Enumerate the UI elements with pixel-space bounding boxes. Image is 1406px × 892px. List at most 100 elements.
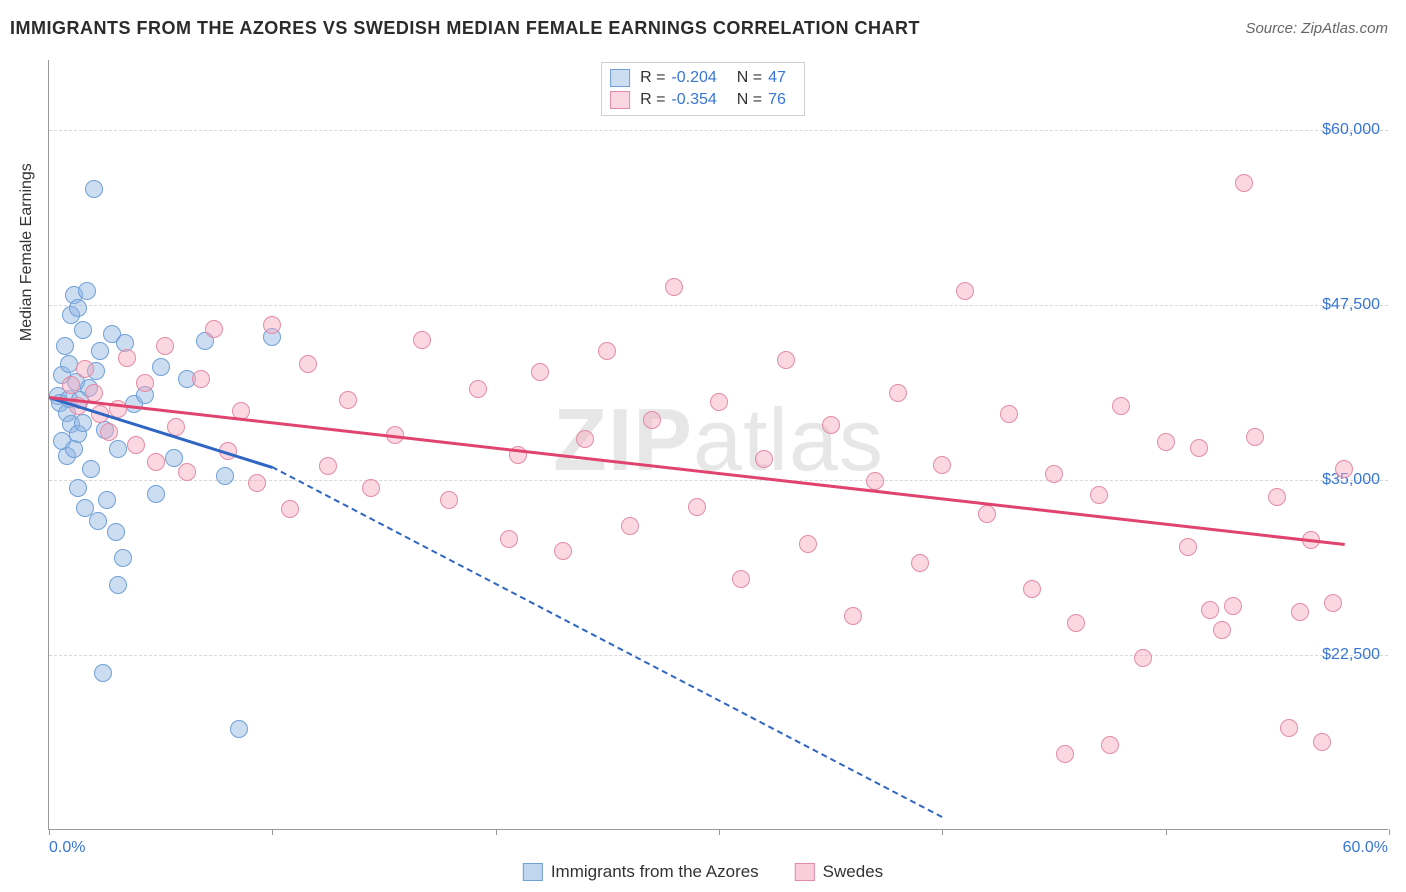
scatter-point [107, 523, 125, 541]
scatter-point [1313, 733, 1331, 751]
scatter-point [1190, 439, 1208, 457]
scatter-point [299, 355, 317, 373]
watermark-bold: ZIP [553, 389, 693, 488]
scatter-point [598, 342, 616, 360]
scatter-point [230, 720, 248, 738]
y-tick-label: $47,500 [1322, 296, 1380, 314]
scatter-point [643, 411, 661, 429]
stats-legend: R = -0.204 N = 47 R = -0.354 N = 76 [601, 62, 805, 116]
scatter-point [339, 391, 357, 409]
stat-n-value: 76 [768, 91, 786, 109]
scatter-point [531, 363, 549, 381]
scatter-point [732, 570, 750, 588]
scatter-point [1235, 174, 1253, 192]
stat-n-label: N = [737, 91, 762, 109]
scatter-point [1268, 488, 1286, 506]
scatter-point [1280, 719, 1298, 737]
legend-item: Immigrants from the Azores [523, 862, 759, 882]
x-tick [1389, 829, 1390, 835]
x-tick [1166, 829, 1167, 835]
scatter-point [147, 485, 165, 503]
scatter-point [889, 384, 907, 402]
scatter-point [1179, 538, 1197, 556]
scatter-point [469, 380, 487, 398]
scatter-point [56, 337, 74, 355]
scatter-point [1246, 428, 1264, 446]
scatter-point [74, 321, 92, 339]
scatter-point [100, 423, 118, 441]
scatter-point [1112, 397, 1130, 415]
chart-title: IMMIGRANTS FROM THE AZORES VS SWEDISH ME… [10, 18, 920, 39]
swatch-icon [523, 863, 543, 881]
x-min-label: 0.0% [49, 839, 85, 857]
scatter-point [69, 299, 87, 317]
stat-n-label: N = [737, 69, 762, 87]
scatter-point [147, 453, 165, 471]
y-axis-title: Median Female Earnings [18, 163, 36, 341]
scatter-point [1000, 405, 1018, 423]
x-tick [942, 829, 943, 835]
swatch-icon [610, 69, 630, 87]
scatter-point [576, 430, 594, 448]
stat-n-value: 47 [768, 69, 786, 87]
scatter-point [136, 374, 154, 392]
scatter-point [978, 505, 996, 523]
scatter-point [89, 512, 107, 530]
scatter-point [413, 331, 431, 349]
scatter-point [1213, 621, 1231, 639]
scatter-point [710, 393, 728, 411]
scatter-point [192, 370, 210, 388]
scatter-point [248, 474, 266, 492]
x-tick [719, 829, 720, 835]
scatter-point [109, 576, 127, 594]
scatter-point [281, 500, 299, 518]
scatter-point [127, 436, 145, 454]
x-tick [496, 829, 497, 835]
stat-r-value: -0.354 [671, 91, 716, 109]
scatter-point [1291, 603, 1309, 621]
x-max-label: 60.0% [1343, 839, 1388, 857]
stat-r-label: R = [640, 91, 665, 109]
grid-line [49, 655, 1388, 656]
scatter-point [118, 349, 136, 367]
trend-line [49, 396, 1345, 546]
scatter-point [109, 440, 127, 458]
x-tick [272, 829, 273, 835]
scatter-point [1134, 649, 1152, 667]
scatter-point [76, 360, 94, 378]
y-tick-label: $22,500 [1322, 646, 1380, 664]
swatch-icon [610, 91, 630, 109]
scatter-point [844, 607, 862, 625]
scatter-point [440, 491, 458, 509]
scatter-point [933, 456, 951, 474]
scatter-point [1224, 597, 1242, 615]
scatter-point [205, 320, 223, 338]
trend-line-dashed [272, 466, 943, 818]
x-tick [49, 829, 50, 835]
scatter-point [799, 535, 817, 553]
scatter-point [178, 463, 196, 481]
scatter-point [69, 479, 87, 497]
scatter-point [1157, 433, 1175, 451]
stat-r-value: -0.204 [671, 69, 716, 87]
scatter-point [78, 282, 96, 300]
scatter-point [665, 278, 683, 296]
swatch-icon [795, 863, 815, 881]
scatter-point [94, 664, 112, 682]
scatter-point [1090, 486, 1108, 504]
scatter-point [1023, 580, 1041, 598]
scatter-point [1201, 601, 1219, 619]
stat-r-label: R = [640, 69, 665, 87]
scatter-point [319, 457, 337, 475]
scatter-point [1056, 745, 1074, 763]
scatter-point [82, 460, 100, 478]
scatter-point [263, 316, 281, 334]
scatter-point [1101, 736, 1119, 754]
scatter-point [98, 491, 116, 509]
scatter-point [866, 472, 884, 490]
plot-area: ZIPatlas $22,500$35,000$47,500$60,0000.0… [48, 60, 1388, 830]
grid-line [49, 305, 1388, 306]
scatter-point [755, 450, 773, 468]
scatter-point [216, 467, 234, 485]
scatter-point [1045, 465, 1063, 483]
